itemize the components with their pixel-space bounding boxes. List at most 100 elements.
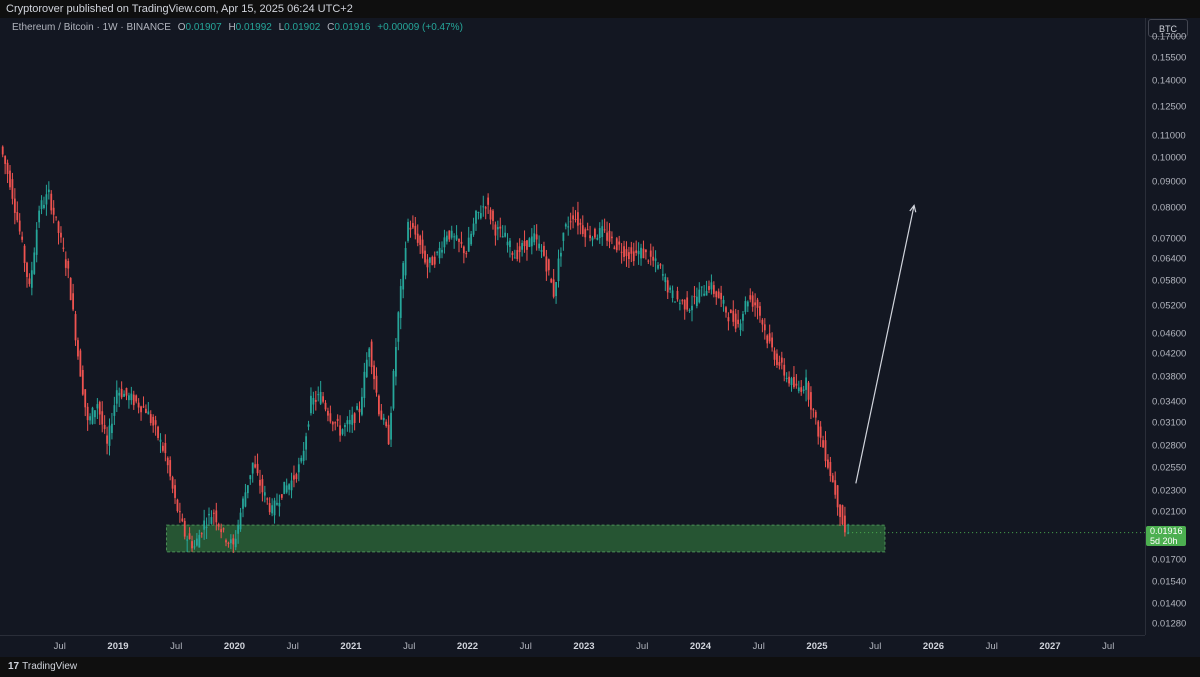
time-tick-label: 2025 xyxy=(806,641,828,652)
last-price-tag: 0.01916 5d 20h xyxy=(1146,526,1186,546)
candle-body xyxy=(504,232,507,237)
last-price-value: 0.01916 xyxy=(1150,526,1183,536)
candle-body xyxy=(739,323,742,331)
candle-body xyxy=(130,393,133,401)
price-tick-label: 0.04200 xyxy=(1152,348,1187,360)
candle-body xyxy=(382,417,385,421)
candle-body xyxy=(708,286,710,290)
candle-body xyxy=(191,541,193,549)
candle-body xyxy=(479,213,482,219)
candle-body xyxy=(244,492,247,507)
candle-body xyxy=(288,484,291,490)
candle-body xyxy=(847,532,850,534)
candle-body xyxy=(788,376,790,384)
legend-close: 0.01916 xyxy=(334,22,371,33)
price-tick-label: 0.09000 xyxy=(1152,176,1187,187)
candle-body xyxy=(101,411,104,425)
candle-body xyxy=(43,204,45,209)
price-tick-label: 0.10000 xyxy=(1152,152,1187,164)
price-tick-label: 0.04600 xyxy=(1152,328,1187,340)
time-axis[interactable] xyxy=(0,635,1145,658)
candle-body xyxy=(450,230,453,238)
candle-body xyxy=(455,235,458,240)
candle-body xyxy=(535,234,538,240)
candle-body xyxy=(746,301,749,307)
candle-body xyxy=(649,250,652,257)
candle-body xyxy=(732,310,735,322)
candle-body xyxy=(283,481,286,494)
candle-body xyxy=(603,229,606,231)
currency-button[interactable]: BTC xyxy=(1148,19,1188,37)
candle-body xyxy=(754,302,757,306)
projection-arrow-line xyxy=(855,205,915,484)
candle-body xyxy=(472,223,475,235)
candle-body xyxy=(424,250,426,263)
candle-body xyxy=(28,278,31,284)
candle-body xyxy=(744,301,747,312)
candle-body xyxy=(615,238,618,251)
candle-body xyxy=(154,420,157,425)
candle-body xyxy=(676,290,679,300)
candle-body xyxy=(511,252,514,255)
candle-body xyxy=(113,405,116,416)
candle-body xyxy=(640,247,642,259)
candle-body xyxy=(397,312,400,342)
candle-body xyxy=(373,365,375,380)
candle-body xyxy=(329,413,332,422)
time-tick-label: Jul xyxy=(752,641,765,652)
candle-body xyxy=(60,232,62,238)
candle-body xyxy=(681,300,684,302)
candle-body xyxy=(841,505,844,525)
candle-body xyxy=(169,460,172,477)
candle-body xyxy=(11,179,14,199)
candle-body xyxy=(560,252,562,257)
candle-body xyxy=(149,414,152,424)
candle-body xyxy=(198,534,201,548)
candle-body xyxy=(225,540,227,543)
candle-body xyxy=(785,377,788,379)
price-tick-label: 0.01280 xyxy=(1152,618,1187,630)
candle-body xyxy=(402,263,405,290)
price-tick-label: 0.07000 xyxy=(1152,233,1187,245)
candle-body xyxy=(822,440,824,448)
candle-body xyxy=(831,475,834,483)
candle-body xyxy=(317,394,320,396)
candle-body xyxy=(188,533,191,540)
price-chart-svg[interactable] xyxy=(0,0,1145,635)
candle-body xyxy=(494,224,497,236)
candle-body xyxy=(266,498,269,500)
candle-body xyxy=(465,253,468,255)
candle-body xyxy=(586,229,589,231)
candle-body xyxy=(52,207,55,215)
candle-body xyxy=(594,228,596,238)
time-tick-label: Jul xyxy=(53,641,66,652)
candle-body xyxy=(249,475,252,480)
candle-body xyxy=(273,500,276,516)
candle-body xyxy=(232,538,235,545)
candle-body xyxy=(152,416,155,426)
candle-body xyxy=(115,390,118,404)
candle-body xyxy=(353,413,356,424)
legend-low: 0.01902 xyxy=(284,22,321,33)
tradingview-logo[interactable]: 17 TradingView xyxy=(8,661,77,672)
candle-body xyxy=(358,408,361,413)
candle-body xyxy=(618,241,621,245)
candle-body xyxy=(261,479,264,493)
price-tick-label: 0.02800 xyxy=(1152,440,1187,452)
candle-body xyxy=(1,146,4,155)
candle-body xyxy=(336,418,339,421)
candle-body xyxy=(443,237,446,248)
time-tick-label: 2024 xyxy=(689,641,712,652)
candle-body xyxy=(33,252,36,274)
candle-body xyxy=(596,237,599,240)
candle-body xyxy=(399,286,402,318)
candle-body xyxy=(128,395,130,401)
candle-body xyxy=(562,232,565,241)
candle-body xyxy=(460,241,463,244)
candle-body xyxy=(390,412,392,440)
candle-body xyxy=(482,206,485,208)
candle-body xyxy=(72,293,74,310)
candle-body xyxy=(467,237,470,252)
candle-body xyxy=(521,243,524,250)
candle-body xyxy=(625,249,628,257)
